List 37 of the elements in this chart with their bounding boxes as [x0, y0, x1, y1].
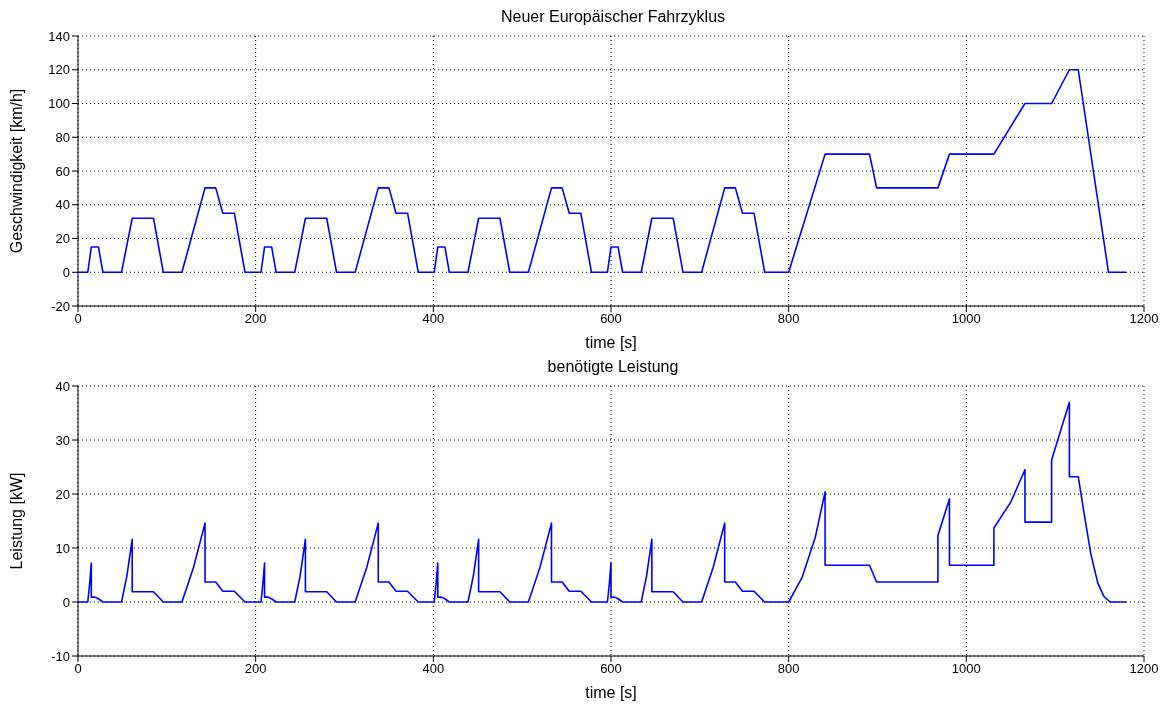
x-axis-title: time [s]: [585, 684, 637, 701]
y-tick-label: 120: [48, 62, 70, 78]
x-tick-label: 1000: [951, 661, 981, 677]
y-tick-label: 0: [62, 594, 70, 610]
y-tick-label: 40: [55, 197, 70, 213]
y-tick-label: -20: [51, 298, 70, 314]
y-tick-label: 30: [55, 432, 70, 448]
y-tick-label: 40: [55, 378, 70, 394]
x-tick-label: 0: [74, 661, 82, 677]
x-axis-title: time [s]: [585, 334, 637, 351]
x-tick-label: 400: [422, 311, 445, 327]
y-tick-label: 140: [48, 28, 70, 44]
x-tick-label: 600: [600, 311, 622, 327]
y-tick-label: -10: [51, 648, 70, 664]
x-tick-label: 400: [422, 661, 445, 677]
x-tick-label: 1000: [951, 311, 981, 327]
y-tick-label: 20: [55, 486, 70, 502]
line-series: [78, 68, 1128, 274]
x-tick-label: 800: [777, 661, 800, 677]
x-tick-label: 1200: [1129, 661, 1159, 677]
x-tick-label: 200: [244, 661, 267, 677]
y-tick-label: 20: [55, 231, 70, 247]
x-tick-label: 0: [74, 311, 82, 327]
y-tick-label: 0: [62, 264, 70, 280]
x-tick-label: 200: [244, 311, 267, 327]
chart-title: benötigte Leistung: [546, 358, 680, 377]
y-tick-label: 10: [55, 540, 70, 556]
line-series: [78, 401, 1128, 603]
y-axis-title: Leistung [kW]: [7, 472, 25, 570]
y-tick-label: 80: [55, 129, 70, 145]
x-tick-label: 800: [777, 311, 800, 327]
x-tick-label: 600: [600, 661, 622, 677]
y-tick-label: 60: [55, 163, 70, 179]
x-tick-label: 1200: [1129, 311, 1159, 327]
chart-title: Neuer Europäischer Fahrzyklus: [499, 8, 727, 27]
y-axis-title: Geschwindigkeit [km/h]: [7, 88, 25, 254]
y-tick-label: 100: [48, 96, 70, 112]
